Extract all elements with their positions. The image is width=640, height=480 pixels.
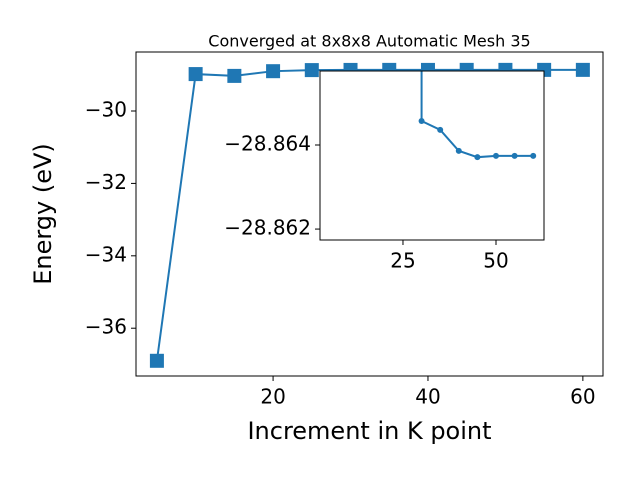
marker xyxy=(511,152,518,159)
marker xyxy=(437,126,444,133)
x-tick-label: 20 xyxy=(260,385,285,409)
x-tick-label: 60 xyxy=(570,385,595,409)
x-tick-label: 25 xyxy=(390,249,415,273)
x-tick-label: 40 xyxy=(415,385,440,409)
y-tick-label: −28.864 xyxy=(224,131,311,155)
marker xyxy=(266,64,281,79)
plot xyxy=(418,71,537,161)
marker xyxy=(149,353,164,368)
data-line xyxy=(420,71,534,159)
y-tick-label: −34 xyxy=(85,242,127,266)
marker xyxy=(493,152,499,159)
x-tick-label: 50 xyxy=(483,249,508,273)
chart-title: Converged at 8x8x8 Automatic Mesh 35 xyxy=(208,32,530,51)
marker xyxy=(575,62,590,77)
axes-frame xyxy=(135,51,604,377)
y-tick-label: −32 xyxy=(85,170,127,194)
y-tick-label: −36 xyxy=(85,315,127,339)
marker xyxy=(530,152,537,159)
x-axis-label: Increment in K point xyxy=(247,417,491,445)
axes-frame xyxy=(319,70,545,241)
marker xyxy=(304,63,319,78)
marker xyxy=(227,68,242,83)
marker xyxy=(188,67,203,82)
y-tick-label: −28.862 xyxy=(224,216,311,240)
y-axis-label: Energy (eV) xyxy=(29,143,57,285)
marker xyxy=(474,154,481,161)
marker xyxy=(418,118,425,125)
y-tick-label: −30 xyxy=(85,98,127,122)
marker xyxy=(455,147,462,154)
